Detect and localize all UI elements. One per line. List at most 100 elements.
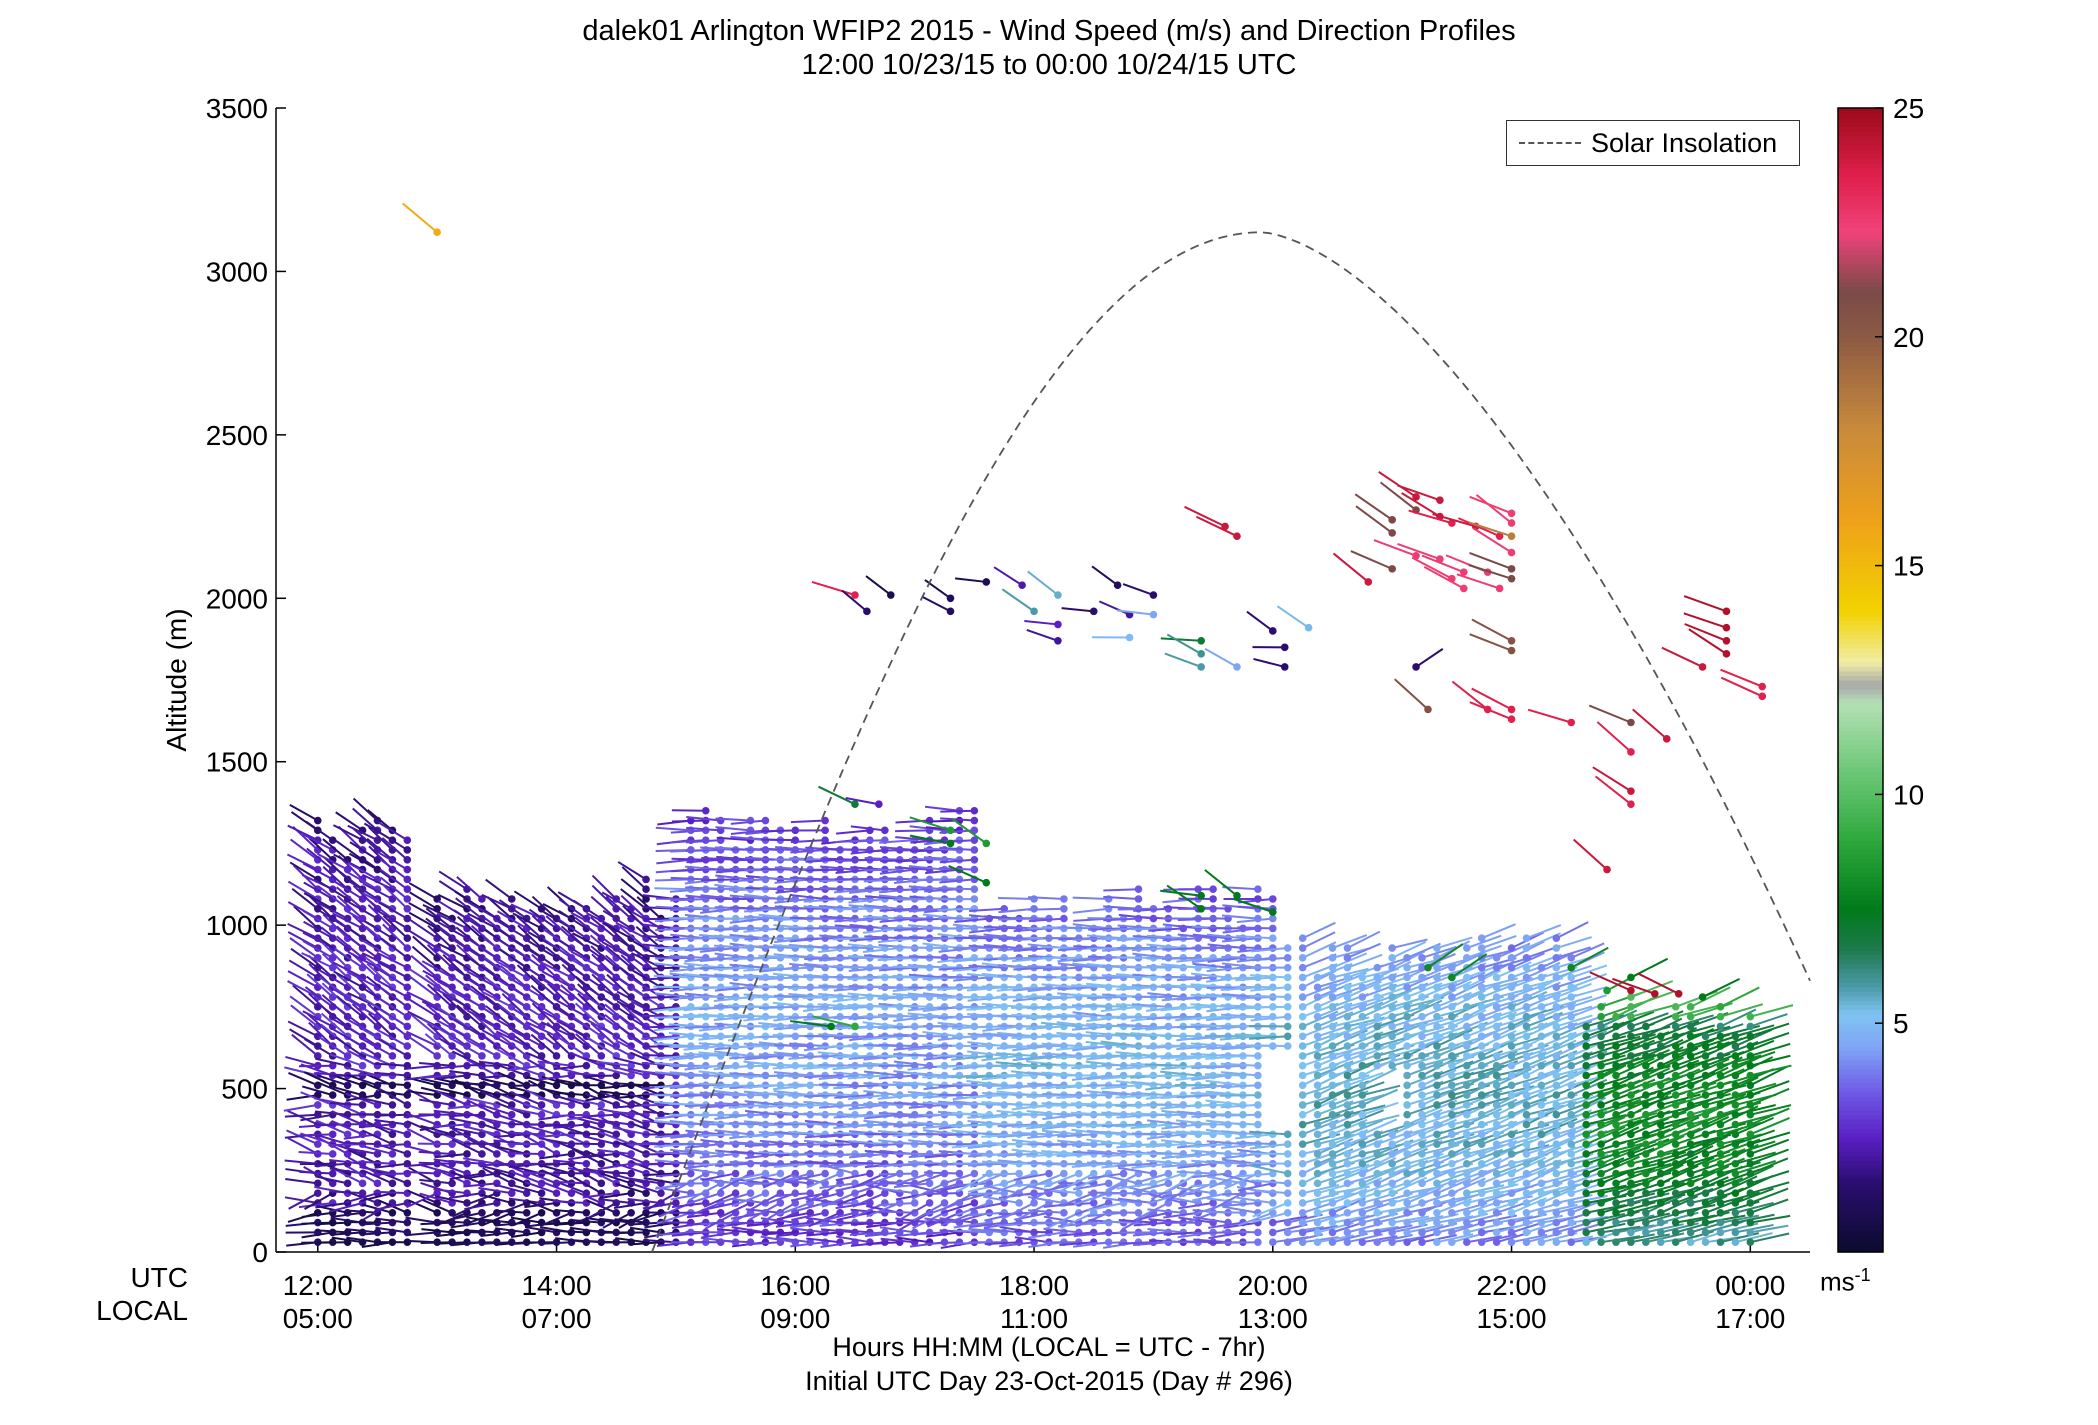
- wind-barb: [558, 918, 587, 940]
- wind-barb: [433, 1109, 468, 1116]
- wind-barb-dot: [970, 826, 979, 835]
- wind-barb: [613, 1161, 647, 1175]
- wind-barb: [939, 858, 975, 864]
- wind-barb: [307, 1013, 334, 1038]
- wind-barb: [698, 1064, 736, 1068]
- y-tick-label: 3000: [206, 256, 268, 287]
- wind-barb: [848, 897, 885, 904]
- wind-barb: [304, 1192, 334, 1210]
- wind-barb: [803, 1054, 841, 1058]
- wind-barb: [480, 1241, 512, 1245]
- wind-barb: [574, 1002, 602, 1028]
- wind-barb: [833, 1131, 870, 1136]
- wind-barb: [864, 856, 900, 861]
- wind-barb: [773, 1162, 811, 1168]
- wind-barb-dot: [1209, 885, 1217, 893]
- wind-barb: [587, 1006, 617, 1028]
- wind-barb: [331, 1110, 363, 1126]
- wind-barb: [728, 1103, 766, 1109]
- wind-barb: [569, 1218, 602, 1224]
- wind-barb: [773, 1101, 811, 1106]
- wind-barb: [302, 931, 334, 949]
- wind-barb: [758, 1151, 796, 1155]
- wind-barb-dot: [1104, 1179, 1113, 1188]
- wind-barb: [761, 838, 796, 842]
- wind-barb: [698, 1133, 736, 1137]
- wind-barb: [553, 1064, 587, 1071]
- wind-barb: [620, 888, 647, 910]
- wind-barb: [668, 1045, 706, 1049]
- wind-barb-dot: [1298, 1228, 1307, 1237]
- wind-barb: [982, 1084, 1020, 1087]
- wind-barb: [908, 1152, 945, 1159]
- wind-barb: [300, 1113, 333, 1122]
- wind-barb: [1057, 926, 1094, 930]
- wind-barb-dot: [821, 1208, 829, 1217]
- wind-barb: [421, 960, 453, 979]
- wind-barb-dot: [388, 1101, 397, 1109]
- wind-barb: [847, 955, 885, 959]
- wind-barb: [405, 1231, 438, 1237]
- wind-barb: [405, 1112, 438, 1126]
- wind-barb-dot: [1254, 1228, 1262, 1237]
- wind-barb: [878, 926, 915, 930]
- wind-barb: [912, 1211, 945, 1230]
- wind-barb: [289, 861, 319, 881]
- wind-barb: [701, 878, 736, 882]
- wind-barb: [287, 931, 319, 949]
- wind-barb: [360, 1231, 393, 1236]
- wind-barb: [790, 839, 826, 844]
- wind-barb: [646, 1192, 677, 1211]
- chart-subtitle: 12:00 10/23/15 to 00:00 10/24/15 UTC: [801, 49, 1297, 81]
- wind-barb: [806, 1172, 841, 1189]
- wind-barb: [1145, 1074, 1184, 1078]
- wind-barb: [683, 1045, 721, 1051]
- wind-barb: [568, 1142, 602, 1146]
- wind-barb: [1192, 1231, 1229, 1235]
- wind-barb: [938, 966, 975, 971]
- wind-barb: [655, 878, 691, 882]
- wind-barb: [776, 1202, 811, 1217]
- wind-barb: [1056, 1162, 1094, 1166]
- wind-barb: [668, 1023, 706, 1028]
- wind-barb: [758, 937, 796, 940]
- wind-barb: [616, 1000, 647, 1018]
- wind-barb: [351, 1003, 379, 1028]
- wind-barb: [361, 1169, 393, 1185]
- wind-barb: [642, 1005, 677, 1012]
- wind-barb: [820, 857, 856, 861]
- wind-barb: [832, 1005, 870, 1011]
- wind-barb: [951, 1143, 990, 1149]
- wind-barb: [375, 1217, 408, 1224]
- wind-barb: [451, 1038, 483, 1057]
- wind-barb-dot: [866, 1189, 874, 1197]
- wind-barb: [1222, 1241, 1258, 1244]
- wind-barb: [538, 1162, 572, 1166]
- wind-barb: [671, 809, 706, 812]
- wind-barb: [758, 1053, 796, 1057]
- wind-barb: [524, 1201, 557, 1209]
- wind-barb: [319, 976, 349, 998]
- wind-barb-dot: [1134, 885, 1143, 893]
- wind-barb: [320, 926, 349, 949]
- wind-barb: [967, 1025, 1005, 1029]
- wind-barb-dot: [522, 1189, 531, 1197]
- wind-barb-dot: [701, 806, 710, 815]
- wind-barb-dot: [478, 993, 486, 1001]
- wind-barb: [367, 809, 394, 832]
- wind-barb: [406, 1090, 438, 1097]
- wind-barb-dot: [821, 826, 829, 835]
- wind-barb: [969, 1172, 1005, 1188]
- wind-barb-dot: [1269, 1238, 1277, 1246]
- wind-barb: [1087, 917, 1124, 920]
- wind-barb: [451, 1127, 483, 1146]
- wind-barb-dot: [433, 1208, 441, 1217]
- wind-barb-dot: [507, 895, 516, 903]
- wind-barb: [540, 1021, 572, 1038]
- wind-barb: [635, 926, 662, 949]
- wind-barb-dot: [478, 1208, 486, 1217]
- wind-barb: [773, 944, 811, 950]
- wind-barb: [833, 937, 870, 941]
- wind-barb: [404, 1064, 438, 1070]
- wind-barb: [600, 1172, 632, 1185]
